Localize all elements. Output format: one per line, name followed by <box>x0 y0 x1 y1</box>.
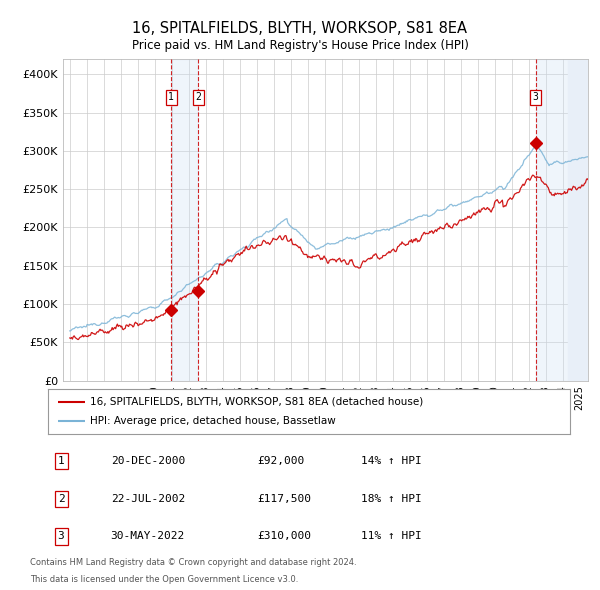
Text: Price paid vs. HM Land Registry's House Price Index (HPI): Price paid vs. HM Land Registry's House … <box>131 39 469 52</box>
Bar <box>536 59 588 381</box>
Text: £92,000: £92,000 <box>257 456 304 466</box>
Bar <box>171 59 198 381</box>
Text: 3: 3 <box>58 532 64 542</box>
Text: 2: 2 <box>58 494 64 504</box>
Text: HPI: Average price, detached house, Bassetlaw: HPI: Average price, detached house, Bass… <box>90 417 335 426</box>
Text: 2: 2 <box>196 92 201 102</box>
Text: £117,500: £117,500 <box>257 494 311 504</box>
Text: 22-JUL-2002: 22-JUL-2002 <box>110 494 185 504</box>
Text: 11% ↑ HPI: 11% ↑ HPI <box>361 532 422 542</box>
Text: 14% ↑ HPI: 14% ↑ HPI <box>361 456 422 466</box>
Bar <box>568 59 588 381</box>
Text: 30-MAY-2022: 30-MAY-2022 <box>110 532 185 542</box>
Text: 18% ↑ HPI: 18% ↑ HPI <box>361 494 422 504</box>
Text: £310,000: £310,000 <box>257 532 311 542</box>
Text: 16, SPITALFIELDS, BLYTH, WORKSOP, S81 8EA: 16, SPITALFIELDS, BLYTH, WORKSOP, S81 8E… <box>133 21 467 36</box>
Text: 1: 1 <box>58 456 64 466</box>
Text: Contains HM Land Registry data © Crown copyright and database right 2024.: Contains HM Land Registry data © Crown c… <box>30 558 356 567</box>
Text: 1: 1 <box>168 92 174 102</box>
Text: 20-DEC-2000: 20-DEC-2000 <box>110 456 185 466</box>
Text: 16, SPITALFIELDS, BLYTH, WORKSOP, S81 8EA (detached house): 16, SPITALFIELDS, BLYTH, WORKSOP, S81 8E… <box>90 397 423 407</box>
Text: This data is licensed under the Open Government Licence v3.0.: This data is licensed under the Open Gov… <box>30 575 298 584</box>
Text: 3: 3 <box>533 92 538 102</box>
